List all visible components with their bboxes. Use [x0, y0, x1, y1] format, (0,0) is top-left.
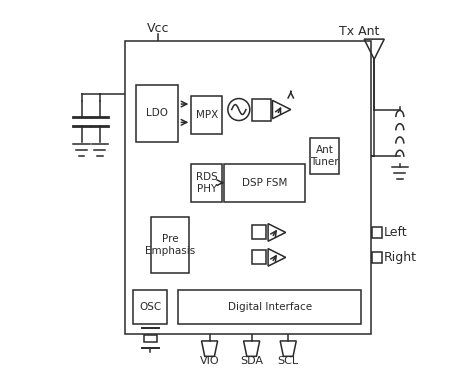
- Text: MPX: MPX: [196, 110, 218, 120]
- Bar: [179, 290, 361, 325]
- Text: DSP FSM: DSP FSM: [242, 178, 287, 188]
- Text: SDA: SDA: [240, 356, 263, 366]
- Text: Ant
Tuner: Ant Tuner: [310, 145, 339, 167]
- Bar: [252, 251, 266, 264]
- Text: Right: Right: [383, 251, 416, 264]
- Bar: [126, 41, 371, 334]
- Text: OSC: OSC: [139, 302, 161, 312]
- Bar: [151, 216, 190, 273]
- Text: Vcc: Vcc: [147, 22, 170, 35]
- Text: Tx Ant: Tx Ant: [339, 25, 380, 38]
- Text: Left: Left: [383, 226, 407, 239]
- Text: Digital Interface: Digital Interface: [228, 302, 312, 312]
- Bar: [137, 85, 179, 142]
- Text: RDS
PHY: RDS PHY: [196, 171, 218, 194]
- Bar: [191, 163, 222, 202]
- Bar: [224, 163, 305, 202]
- Bar: [373, 227, 382, 238]
- Text: Pre
Emphasis: Pre Emphasis: [145, 234, 195, 256]
- Bar: [191, 96, 222, 134]
- Text: SCL: SCL: [278, 356, 299, 366]
- Bar: [133, 290, 167, 325]
- Bar: [252, 99, 271, 120]
- Bar: [252, 226, 266, 239]
- Bar: [144, 335, 157, 342]
- Bar: [373, 252, 382, 263]
- Text: LDO: LDO: [146, 108, 168, 118]
- Text: VIO: VIO: [200, 356, 219, 366]
- Bar: [310, 138, 339, 174]
